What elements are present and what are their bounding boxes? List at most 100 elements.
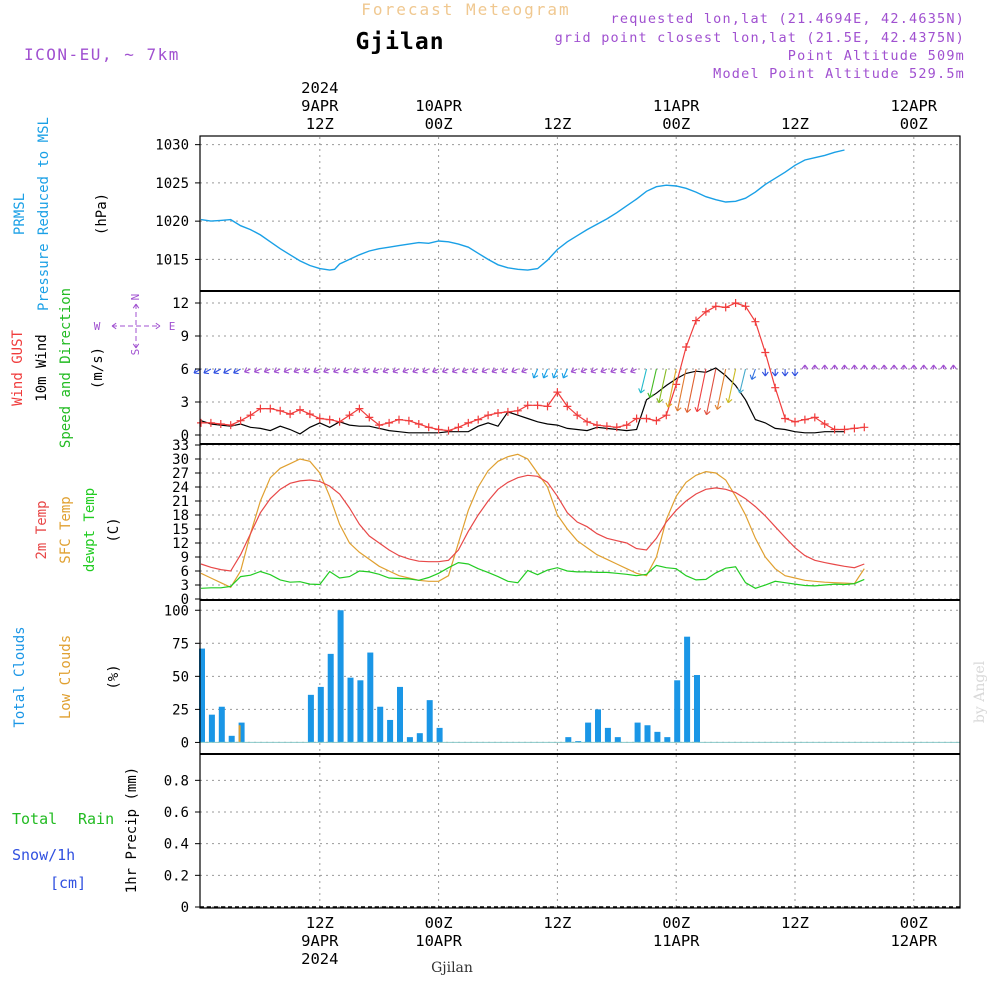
temp-tick-label: 27 [172,466,189,482]
temp-labels: 2m Temp SFC Temp dewpt Temp (C) [34,488,122,572]
wind-gust-point [642,414,651,423]
wind-direction-arrow [323,367,330,374]
wind-direction-arrow [352,367,360,374]
watermark: by Angel [972,660,988,723]
wind-gust-point [771,383,780,392]
wind-gust-point [741,302,750,311]
wind-gust-point [781,414,790,423]
footer-location: Gjilan [431,960,473,976]
wind-direction-arrow [703,368,717,416]
precip-tick-label: 0.4 [164,837,189,853]
wind-gust-point [395,415,403,424]
wind-tick-label: 0 [181,428,189,444]
wind-gust-point [404,416,413,425]
pressure-tick-label: 1030 [155,138,189,154]
time-label: 12APR [890,97,937,115]
compass-n: N [129,294,142,301]
total-cloud-bar [436,727,443,743]
wind-gust-point [266,404,275,413]
wind-direction-arrow [610,367,618,374]
wind-direction-arrow [590,367,598,374]
wind-gust-point [434,425,443,434]
temp-tick-label: 30 [172,452,189,468]
total-cloud-bar [238,722,245,743]
wind-tick-label: 9 [181,329,189,345]
total-cloud-bar [367,652,374,743]
wind-series [197,299,869,435]
wind-gust-point [682,343,691,351]
wind-direction-arrow [451,367,459,374]
wind-gust-point [602,422,611,431]
gust-label: Wind GUST [10,330,26,406]
time-label: 12APR [890,932,937,950]
time-label: 11APR [653,932,700,950]
wind-gust-point [355,404,364,413]
wind-gust-point [593,421,601,430]
wind-gust-point [296,405,304,414]
total-cloud-bar [377,706,384,743]
temp-tick-label: 12 [172,536,189,552]
wind-direction-arrow [694,368,707,413]
dewpt-line [200,561,865,589]
wind-direction-arrow [313,367,321,374]
precip-tick-label: 0 [181,900,189,916]
total-cloud-bar [426,700,433,743]
dewpt-label: dewpt Temp [82,488,98,572]
temp-tick-label: 6 [181,564,189,580]
prmsl-label: PRMSL [12,193,28,235]
time-label: 9APR [301,932,339,950]
total-cloud-bar [604,727,611,743]
total-label: Total [12,810,57,828]
wind-unit-label: (m/s) [90,347,106,389]
compass-e: E [169,320,176,333]
cloud-bars [199,610,960,743]
total-cloud-bar [694,675,700,743]
wind-direction-arrow [725,368,737,404]
wind-direction-arrow [412,367,420,374]
wind-direction-arrow [491,367,499,374]
wind-direction-arrow [561,368,568,379]
wind-gust-point [662,411,671,420]
wind-direction-arrow [253,367,261,374]
prmsl-line [200,149,845,271]
t2m-line [200,474,865,572]
total-cloud-bar [208,714,215,743]
wind-gust-point [197,418,205,427]
temp-tick-label: 24 [172,480,189,496]
wind-direction-arrows [193,364,957,416]
time-label: 00Z [425,914,453,932]
wind-gust-point [424,423,433,432]
wind-gust-point [533,401,542,410]
sfc-label: SFC Temp [58,496,74,563]
wind-direction-arrow [333,367,340,374]
wind-direction-arrow [674,368,687,412]
wind-gust-point [692,316,700,325]
wind-direction-arrow [737,368,747,394]
t2m-label: 2m Temp [34,500,50,559]
total-clouds-label: Total Clouds [12,626,28,727]
total-cloud-bar [575,741,582,743]
wind-direction-arrow [620,367,627,374]
compass-s: S [129,349,142,356]
wind-direction-arrow [684,368,697,413]
wind-direction-arrow [362,367,370,374]
wind-gust-point [583,417,592,426]
total-cloud-bar [634,722,641,743]
wind-gust-point [820,420,829,428]
wind-direction-arrow [233,368,241,375]
time-label: 12Z [306,115,334,133]
pressure-labels: PRMSL Pressure Reduced to MSL (hPa) [12,117,110,311]
wind-gust-point [513,406,522,415]
wind-direction-arrow [761,369,769,377]
wind-gust-point [286,410,295,419]
wind-direction-arrow [580,367,588,374]
wind-direction-arrow [791,369,799,377]
wind-direction-arrow [850,364,858,370]
wind-direction-arrow [442,367,449,374]
wind-direction-arrow [771,369,779,377]
wind-gust-point [810,413,819,422]
wind-gust-point [305,410,314,419]
